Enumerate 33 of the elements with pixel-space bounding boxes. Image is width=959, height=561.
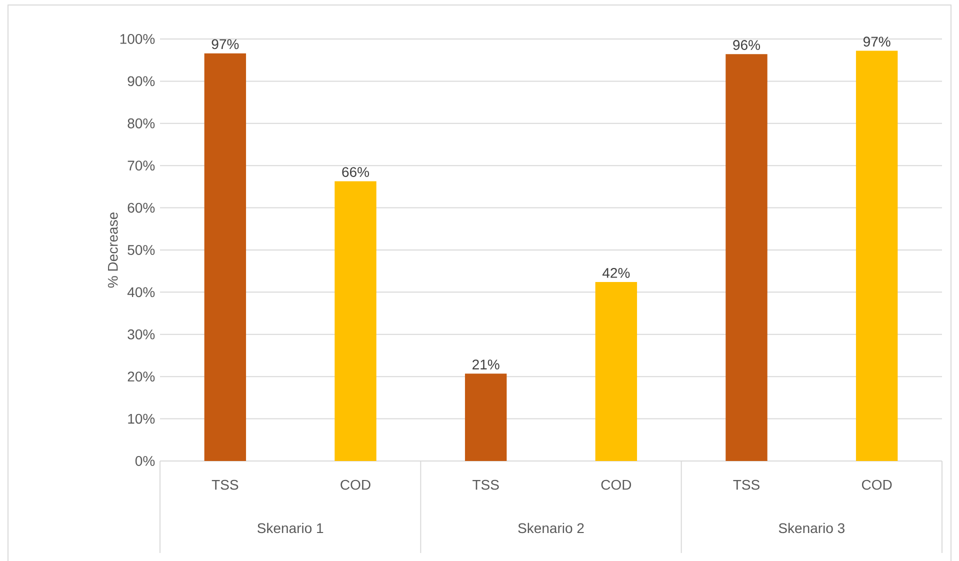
y-tick-label: 70% — [128, 160, 155, 171]
series-label: TSS — [212, 480, 238, 490]
series-label: COD — [340, 480, 370, 490]
bar — [204, 53, 246, 461]
y-tick-label: 50% — [128, 245, 155, 255]
text: TSS — [472, 480, 499, 490]
bar — [595, 282, 638, 461]
y-tick-label: 90% — [128, 76, 155, 86]
x-tick-label: Skenario 3 — [778, 522, 844, 534]
x-tick-label: Skenario 1 — [258, 522, 324, 534]
y-tick-label: 40% — [127, 287, 155, 298]
text: COD — [601, 480, 632, 490]
data-label: 96% — [733, 40, 760, 50]
x-tick-label: Skenario 2 — [518, 522, 584, 534]
bar — [856, 50, 898, 461]
y-tick-label: 80% — [128, 118, 155, 128]
text: TSS — [733, 480, 760, 490]
y-tick-label: 60% — [128, 202, 155, 213]
bar — [726, 54, 768, 461]
y-tick-label: 20% — [128, 372, 155, 382]
y-tick-label: 10% — [128, 414, 155, 424]
y-tick-label: 0% — [135, 456, 155, 466]
data-label: 42% — [602, 268, 630, 278]
text: COD — [862, 480, 892, 490]
y-tick-label: 30% — [128, 329, 155, 340]
data-label: 97% — [212, 39, 239, 50]
bar — [334, 181, 376, 461]
data-label: 66% — [342, 167, 370, 178]
data-label: 21% — [472, 360, 500, 370]
bar — [464, 374, 507, 461]
data-label: 97% — [863, 36, 890, 47]
y-axis-title: % Decrease — [108, 212, 118, 288]
y-tick-label: 100% — [120, 34, 155, 44]
